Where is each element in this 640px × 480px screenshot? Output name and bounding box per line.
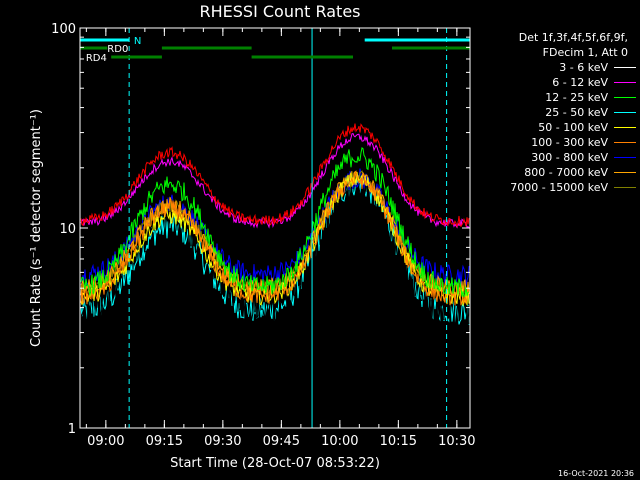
legend-entry: 6 - 12 keV (488, 75, 636, 90)
legend-swatch (614, 187, 636, 188)
legend-header-2: FDecim 1, Att 0 (542, 46, 628, 59)
legend-swatch (614, 142, 636, 143)
legend-label: 3 - 6 keV (559, 61, 608, 74)
y-tick-label: 100 (51, 22, 76, 37)
series-line (80, 161, 470, 328)
legend-label: 300 - 800 keV (531, 151, 608, 164)
series-line (80, 123, 470, 228)
x-tick-label: 10:30 (438, 434, 475, 449)
legend-swatch (614, 67, 636, 68)
series-line (80, 171, 470, 306)
series-line (80, 133, 470, 229)
chart-title: RHESSI Count Rates (199, 2, 361, 21)
legend-entry: 3 - 6 keV (488, 60, 636, 75)
y-axis-label: Count Rate (s⁻¹ detector segment⁻¹) (29, 109, 44, 347)
legend-entry: 12 - 25 keV (488, 90, 636, 105)
legend-label: 25 - 50 keV (545, 106, 608, 119)
legend-entry: 100 - 300 keV (488, 135, 636, 150)
x-tick-label: 10:15 (380, 434, 417, 449)
legend-entry: 800 - 7000 keV (488, 165, 636, 180)
legend-swatch (614, 157, 636, 158)
x-tick-label: 09:45 (263, 434, 300, 449)
legend-label: 12 - 25 keV (545, 91, 608, 104)
legend: Det 1f,3f,4f,5f,6f,9f, FDecim 1, Att 0 3… (488, 30, 636, 195)
x-tick-label: 09:15 (146, 434, 183, 449)
legend-swatch (614, 82, 636, 83)
x-tick-label: 09:00 (87, 434, 124, 449)
legend-label: 7000 - 15000 keV (510, 181, 608, 194)
x-tick-label: 09:30 (204, 434, 241, 449)
annotation-label: RD4 (86, 53, 107, 64)
legend-entry: 300 - 800 keV (488, 150, 636, 165)
footer-timestamp: 16-Oct-2021 20:36 (558, 469, 634, 478)
legend-entry: 7000 - 15000 keV (488, 180, 636, 195)
series-line (80, 147, 470, 298)
annotation-label: N (134, 36, 141, 47)
legend-label: 50 - 100 keV (538, 121, 608, 134)
series-line (80, 170, 470, 306)
legend-label: 6 - 12 keV (552, 76, 608, 89)
y-tick-label: 10 (59, 222, 76, 237)
legend-swatch (614, 127, 636, 128)
legend-header-1: Det 1f,3f,4f,5f,6f,9f, (518, 31, 628, 44)
x-axis-label: Start Time (28-Oct-07 08:53:22) (170, 456, 380, 471)
annotation-label: RD0 (107, 44, 128, 55)
x-tick-label: 10:00 (321, 434, 358, 449)
y-tick-label: 1 (68, 422, 76, 437)
legend-entry: 50 - 100 keV (488, 120, 636, 135)
legend-swatch (614, 97, 636, 98)
legend-swatch (614, 172, 636, 173)
legend-label: 800 - 7000 keV (524, 166, 608, 179)
legend-label: 100 - 300 keV (531, 136, 608, 149)
legend-swatch (614, 112, 636, 113)
legend-entry: 25 - 50 keV (488, 105, 636, 120)
